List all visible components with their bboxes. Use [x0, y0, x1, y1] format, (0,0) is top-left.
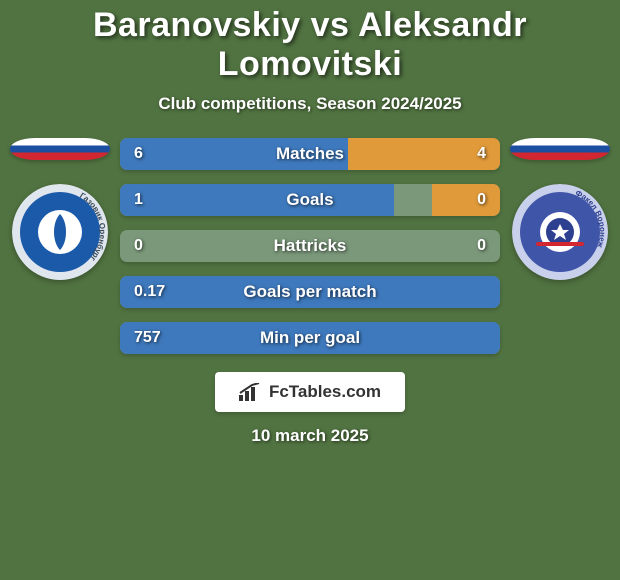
stat-value-right: 0	[477, 191, 486, 209]
stat-value-right: 0	[477, 237, 486, 255]
left-flag-icon	[10, 138, 110, 160]
stat-value-left: 757	[134, 329, 161, 347]
stat-label: Min per goal	[260, 328, 360, 348]
left-player-column: Газовик Оренбург	[8, 138, 112, 280]
stat-label: Goals per match	[243, 282, 376, 302]
page-title: Baranovskiy vs Aleksandr Lomovitski	[0, 6, 620, 84]
stat-value-left: 1	[134, 191, 143, 209]
left-club-crest-icon: Газовик Оренбург	[12, 184, 108, 280]
brand-badge: FcTables.com	[215, 372, 405, 412]
stat-bar: 0.17 Goals per match	[120, 276, 500, 308]
stat-value-right: 4	[477, 145, 486, 163]
stat-bar: 6 4 Matches	[120, 138, 500, 170]
stat-value-left: 6	[134, 145, 143, 163]
right-player-column: Факел Воронеж	[508, 138, 612, 280]
content-row: Газовик Оренбург 6 4 Matches 1 0 Goals 0 0 Hattr…	[0, 138, 620, 354]
stat-label: Goals	[286, 190, 333, 210]
stat-value-left: 0.17	[134, 283, 165, 301]
subtitle: Club competitions, Season 2024/2025	[158, 94, 461, 114]
stat-bar: 757 Min per goal	[120, 322, 500, 354]
date-label: 10 march 2025	[251, 426, 368, 446]
comparison-card: Baranovskiy vs Aleksandr Lomovitski Club…	[0, 0, 620, 440]
brand-text: FcTables.com	[269, 382, 381, 402]
right-flag-icon	[510, 138, 610, 160]
brand-chart-icon	[239, 383, 261, 401]
right-club-crest-icon: Факел Воронеж	[512, 184, 608, 280]
stat-label: Matches	[276, 144, 344, 164]
stats-column: 6 4 Matches 1 0 Goals 0 0 Hattricks 0.17 Goals per…	[112, 138, 508, 354]
stat-fill-right	[432, 184, 500, 216]
stat-label: Hattricks	[274, 236, 347, 256]
stat-value-left: 0	[134, 237, 143, 255]
stat-fill-left	[120, 184, 394, 216]
stat-bar: 0 0 Hattricks	[120, 230, 500, 262]
stat-bar: 1 0 Goals	[120, 184, 500, 216]
